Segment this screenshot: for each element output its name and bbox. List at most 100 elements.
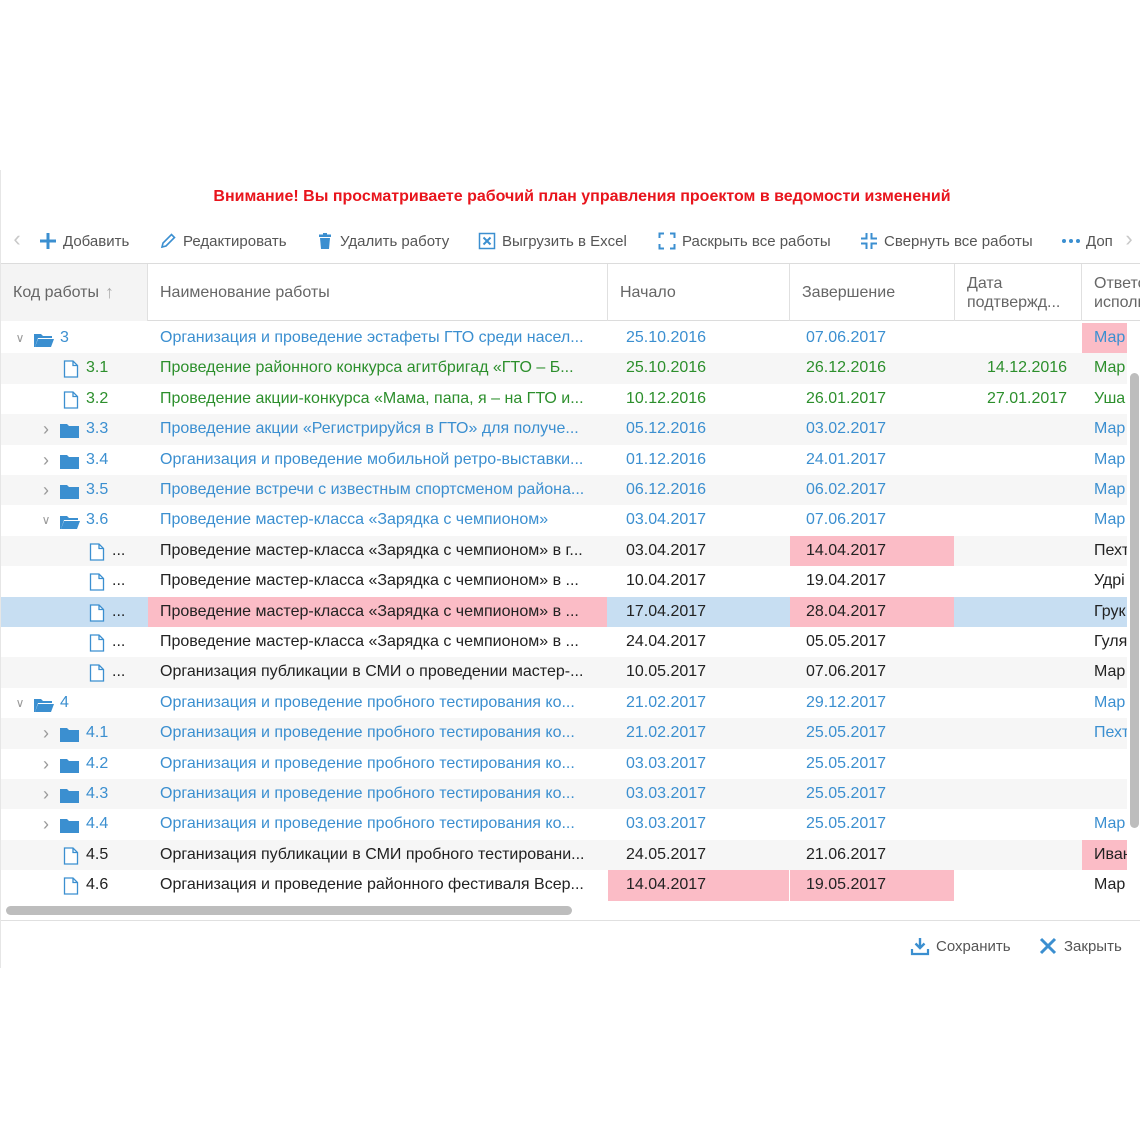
folder-icon (60, 481, 80, 499)
cell-name: Проведение районного конкурса агитбригад… (160, 359, 574, 377)
chevron-right-icon[interactable]: › (43, 753, 49, 774)
table-row[interactable]: 4.5 Организация публикации в СМИ пробного… (1, 839, 1127, 871)
cell-confirm-date (955, 779, 1081, 809)
more-button[interactable]: Доп (1060, 228, 1113, 254)
chevron-right-icon[interactable]: › (43, 723, 49, 744)
table-row[interactable]: › 3.5 Проведение встречи с известным спорт… (1, 475, 1127, 506)
cell-start-date: 24.05.2017 (626, 845, 707, 863)
column-header-responsible[interactable]: Ответс исполн (1082, 264, 1140, 321)
edit-button[interactable]: Редактировать (157, 228, 287, 254)
cell-end-date: 25.05.2017 (806, 724, 887, 742)
table-row[interactable]: › 4.4 Организация и проведение пробного те… (1, 809, 1127, 839)
chevron-right-icon[interactable]: › (1125, 226, 1133, 251)
horizontal-scrollbar[interactable] (6, 906, 572, 915)
cell-responsible: Мар (1094, 815, 1126, 833)
cell-end-date: 26.12.2016 (806, 359, 887, 377)
chevron-right-icon[interactable]: › (43, 449, 49, 470)
table-row[interactable]: › 3.3 Проведение акции «Регистрируйся в ГТ… (1, 414, 1127, 445)
table-row[interactable]: ... Проведение мастер-класса «Зарядка с ч… (1, 596, 1127, 627)
expand-icon (656, 230, 678, 252)
cell-code: 3.2 (1, 384, 147, 414)
cell-confirm-date (955, 445, 1081, 475)
cell-name: Проведение мастер-класса «Зарядка с чемп… (160, 541, 583, 559)
cell-confirm-date (955, 809, 1081, 839)
cell-start-date: 21.02.2017 (626, 693, 707, 711)
cell-code: 3.1 (1, 353, 147, 383)
table-row[interactable]: › 3.4 Организация и проведение мобильной р… (1, 445, 1127, 475)
toolbar: ‹ Добавить Редактировать Удалить работу … (1, 226, 1140, 256)
cell-responsible: Мар (1094, 511, 1126, 529)
cell-end-date: 24.01.2017 (806, 450, 887, 468)
work-code: ... (112, 633, 126, 650)
column-header-end[interactable]: Завершение (790, 264, 955, 321)
cell-confirm-date (955, 840, 1081, 870)
export-excel-button[interactable]: Выгрузить в Excel (476, 228, 627, 254)
chevron-down-icon[interactable]: ∨ (15, 695, 25, 710)
chevron-right-icon[interactable]: › (43, 784, 49, 804)
close-button[interactable]: Закрыть (1037, 935, 1122, 957)
cell-name: Проведение мастер-класса «Зарядка с чемп… (160, 633, 579, 650)
cell-code: › 4.2 (1, 749, 147, 779)
work-code: 3.2 (86, 389, 109, 407)
table-row[interactable]: ... Организация публикации в СМИ о провед… (1, 657, 1127, 688)
delete-button[interactable]: Удалить работу (314, 228, 449, 254)
cell-confirm-date (955, 870, 1081, 900)
cell-responsible: Мар (1094, 481, 1126, 498)
cell-name: Организация и проведение пробного тестир… (160, 693, 575, 711)
chevron-left-icon[interactable]: ‹ (13, 226, 21, 251)
column-header-code-label: Код работы (13, 284, 99, 301)
work-code: 4 (60, 693, 69, 711)
cell-name: Организация и проведение пробного тестир… (160, 724, 575, 742)
work-code: ... (112, 602, 126, 620)
column-header-name[interactable]: Наименование работы (148, 264, 608, 321)
table-row[interactable]: 3.2 Проведение акции-конкурса «Мама, папа… (1, 384, 1127, 414)
table-row[interactable]: › 4.1 Организация и проведение пробного те… (1, 718, 1127, 749)
cell-responsible: Пехт (1094, 724, 1127, 742)
cell-code: ∨ 4 (1, 688, 147, 718)
table-row[interactable]: › 4.3 Организация и проведение пробного те… (1, 779, 1127, 810)
cell-name: Проведение акции «Регистрируйся в ГТО» д… (160, 420, 579, 438)
cell-code: ∨ 3 (1, 323, 147, 353)
add-button-label: Добавить (63, 232, 130, 250)
cell-name: Организация и проведение эстафеты ГТО ср… (160, 329, 584, 346)
cell-name: Организация и проведение пробного тестир… (160, 815, 575, 833)
cell-end-date: 07.06.2017 (806, 663, 887, 681)
table-row[interactable]: ∨ 4 Организация и проведение пробного тест… (1, 688, 1127, 718)
sort-ascending-icon: ↑ (104, 282, 114, 302)
cell-confirm-date: 14.12.2016 (987, 359, 1068, 377)
download-icon (909, 935, 931, 957)
table-row[interactable]: 3.1 Проведение районного конкурса агитбри… (1, 353, 1127, 384)
column-header-name-label: Наименование работы (160, 284, 330, 301)
save-button[interactable]: Сохранить (909, 935, 1011, 957)
vertical-scrollbar[interactable] (1130, 373, 1139, 828)
table-row[interactable]: ∨ 3 Организация и проведение эстафеты ГТО … (1, 323, 1127, 354)
table-row[interactable]: ∨ 3.6 Проведение мастер-класса «Зарядка с … (1, 505, 1127, 535)
chevron-right-icon[interactable]: › (43, 480, 49, 500)
chevron-down-icon[interactable]: ∨ (41, 513, 51, 528)
chevron-right-icon[interactable]: › (43, 419, 49, 440)
cell-responsible: Мар (1094, 420, 1126, 438)
table-row[interactable]: ... Проведение мастер-класса «Зарядка с ч… (1, 566, 1127, 596)
folder-icon (60, 420, 80, 439)
cell-name: Проведение мастер-класса «Зарядка с чемп… (148, 596, 607, 627)
document-icon (63, 876, 83, 895)
table-row[interactable]: › 4.2 Организация и проведение пробного те… (1, 749, 1127, 779)
document-icon (63, 846, 83, 865)
column-header-start[interactable]: Начало (608, 264, 790, 321)
column-header-confirm-line1: Дата (967, 274, 1003, 292)
cell-confirm-date (955, 536, 1081, 566)
cell-code: ... (1, 657, 147, 687)
column-header-code[interactable]: Код работы ↑ (1, 264, 148, 321)
collapse-all-button[interactable]: Свернуть все работы (858, 228, 1033, 254)
expand-all-button[interactable]: Раскрыть все работы (656, 228, 831, 254)
add-button[interactable]: Добавить (37, 228, 129, 254)
table-row[interactable]: 4.6 Организация и проведение районного фе… (1, 870, 1127, 901)
chevron-right-icon[interactable]: › (43, 814, 49, 835)
table-row[interactable]: ... Проведение мастер-класса «Зарядка с ч… (1, 535, 1127, 567)
chevron-down-icon[interactable]: ∨ (15, 331, 25, 345)
cell-confirm-date (955, 475, 1081, 505)
more-dots-icon (1060, 230, 1082, 252)
table-row[interactable]: ... Проведение мастер-класса «Зарядка с ч… (1, 627, 1127, 657)
column-header-confirm[interactable]: Дата подтвержд... (955, 264, 1082, 321)
column-header-confirm-line2: подтвержд... (967, 293, 1061, 311)
